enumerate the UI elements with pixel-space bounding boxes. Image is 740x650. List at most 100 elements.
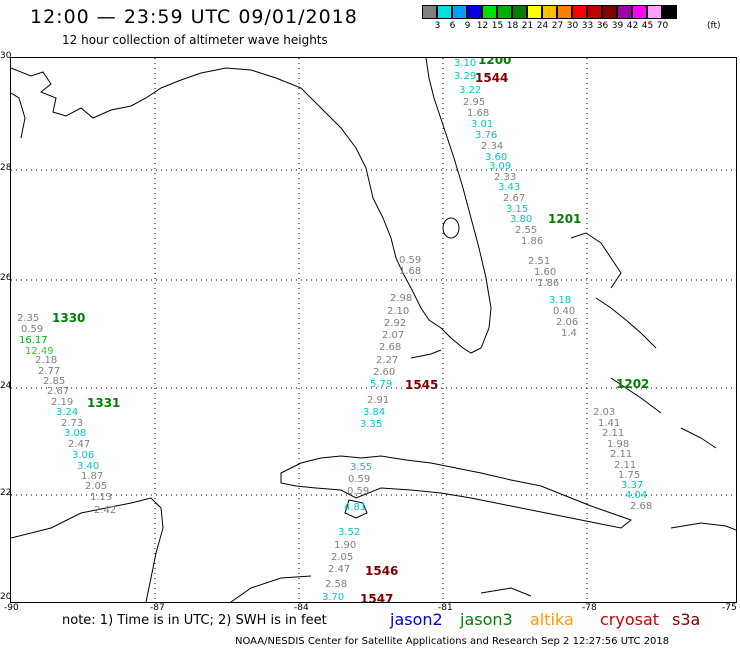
scale-swatch: [572, 5, 587, 19]
legend-jason3: jason3: [460, 610, 513, 629]
scale-label: 24: [536, 21, 549, 31]
wave-height-label: 3.55: [350, 462, 373, 473]
wave-height-label: 3.06: [72, 450, 95, 461]
lat-label: 26: [0, 273, 12, 283]
wave-height-label: 3.09: [489, 161, 512, 172]
wave-height-label: 3.76: [475, 130, 498, 141]
wave-height-label: 2.67: [47, 386, 70, 397]
wave-height-label: 2.98: [390, 293, 413, 304]
wave-height-label: 1.86: [537, 278, 560, 289]
wave-height-label: 1.68: [467, 108, 490, 119]
wave-height-label: 3.15: [506, 204, 529, 215]
scale-label: 27: [551, 21, 564, 31]
wave-height-label: 3.37: [621, 480, 644, 491]
wave-height-label: 2.42: [94, 505, 117, 516]
scale-swatch: [587, 5, 602, 19]
scale-swatch: [497, 5, 512, 19]
lat-label: 28: [0, 163, 12, 173]
wave-height-label: 2.11: [610, 449, 633, 460]
wave-height-label: 3.60: [485, 152, 508, 163]
wave-height-label: 3.52: [338, 527, 361, 538]
wave-height-label: 2.05: [331, 552, 354, 563]
scale-label: 39: [611, 21, 624, 31]
pass-time-label: 1545: [405, 378, 439, 392]
scale-label: 6: [449, 21, 456, 31]
lat-label: 24: [0, 381, 12, 391]
scale-label: 18: [506, 21, 519, 31]
wave-height-label: 2.77: [38, 366, 61, 377]
wave-height-label: 1.75: [618, 470, 641, 481]
scale-label: 30: [566, 21, 579, 31]
lon-label: -87: [150, 603, 165, 613]
wave-height-label: 0.59: [21, 324, 44, 335]
legend-jason2: jason2: [390, 610, 443, 629]
legend-altika: altika: [530, 610, 574, 629]
wave-height-label: 2.47: [68, 439, 91, 450]
wave-height-label: 3.43: [498, 182, 521, 193]
wave-height-label: 1.87: [81, 471, 104, 482]
wave-height-label: 2.55: [515, 225, 538, 236]
wave-height-label: 2.91: [367, 395, 390, 406]
wave-height-label: 2.95: [463, 97, 486, 108]
chart-title: 12:00 — 23:59 UTC 09/01/2018: [30, 6, 358, 28]
wave-height-label: 2.19: [51, 397, 74, 408]
wave-height-label: 0.40: [553, 306, 576, 317]
wave-height-label: 2.51: [528, 256, 551, 267]
footer-credit: NOAA/NESDIS Center for Satellite Applica…: [235, 636, 670, 647]
lat-label: 20: [0, 592, 12, 602]
wave-height-label: 2.47: [328, 564, 351, 575]
scale-swatch: [452, 5, 467, 19]
wave-height-label: 0.59: [347, 486, 370, 497]
pass-time-label: 1546: [365, 564, 399, 578]
map-panel[interactable]: 3.10 3.29 3.22 2.95 1.68 3.01 3.76 2.34 3.60 3.09…: [10, 57, 737, 603]
lon-label: -75: [722, 603, 737, 613]
scale-label: 15: [491, 21, 504, 31]
lon-label: -81: [438, 603, 453, 613]
wave-height-label: 2.10: [387, 306, 410, 317]
wave-height-label: 2.33: [494, 172, 517, 183]
wave-height-label: 1.68: [399, 266, 422, 277]
wave-height-label: 3.22: [459, 85, 482, 96]
wave-height-label: 2.27: [376, 355, 399, 366]
legend-s3a: s3a: [672, 610, 701, 629]
wave-height-label: 3.40: [77, 461, 100, 472]
wave-height-label: 1.60: [534, 267, 557, 278]
wave-height-label: 2.05: [85, 481, 108, 492]
scale-swatch: [422, 5, 437, 19]
wave-height-label: 2.67: [503, 193, 526, 204]
wave-height-label: 2.03: [593, 407, 616, 418]
wave-height-label: 2.92: [384, 318, 407, 329]
scale-label: 70: [656, 21, 669, 31]
wave-height-label: 0.59: [348, 474, 371, 485]
pass-time-label: 1330: [52, 311, 86, 325]
scale-swatch: [482, 5, 497, 19]
scale-label: 45: [641, 21, 654, 31]
wave-height-label: 3.29: [454, 71, 477, 82]
wave-height-label: 4.81: [344, 502, 367, 513]
wave-height-label: 4.04: [625, 490, 648, 501]
wave-height-label: 16.17: [19, 335, 48, 346]
color-scale-labels: 3 6 9 12 15 18 21 24 27 30 33 36 39 42 45 70: [422, 21, 670, 31]
lat-label: 22: [0, 488, 12, 498]
wave-height-label: 5.79: [370, 379, 393, 390]
scale-label: 36: [596, 21, 609, 31]
wave-height-label: 3.18: [549, 295, 572, 306]
scale-label: 9: [464, 21, 471, 31]
scale-swatch: [467, 5, 482, 19]
wave-height-label: 3.08: [64, 428, 87, 439]
lat-label: 30: [0, 51, 12, 61]
wave-height-label: 1.41: [598, 418, 621, 429]
wave-height-label: 3.01: [471, 119, 494, 130]
scale-label: 3: [434, 21, 441, 31]
scale-swatch: [602, 5, 617, 19]
pass-time-label: 1202: [616, 377, 650, 391]
lon-label: -78: [582, 603, 597, 613]
scale-label: 12: [476, 21, 489, 31]
pass-time-label: 1547: [360, 592, 394, 603]
coastline-map: [11, 58, 736, 602]
wave-height-label: 2.34: [481, 141, 504, 152]
wave-height-label: 2.58: [325, 579, 348, 590]
wave-height-label: 2.60: [373, 367, 396, 378]
lon-label: -84: [294, 603, 309, 613]
wave-height-label: 3.70: [322, 592, 345, 603]
